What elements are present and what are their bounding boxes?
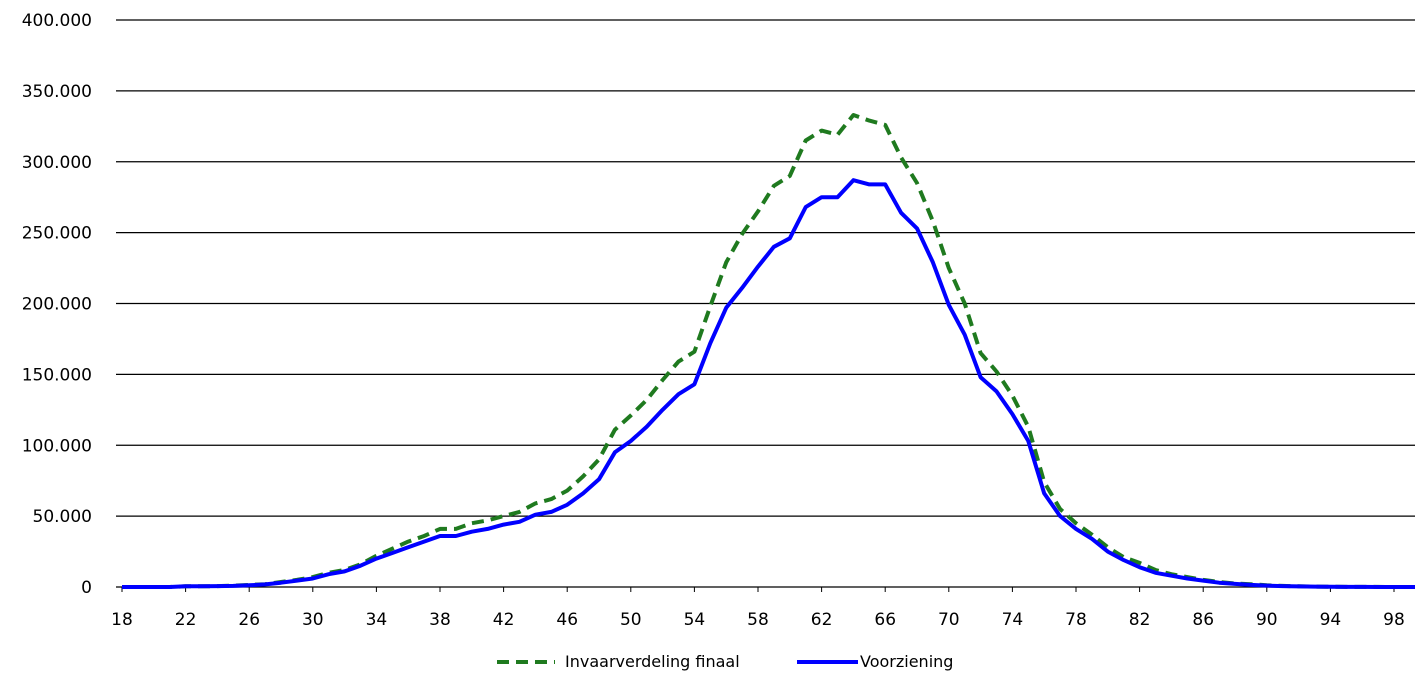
- y-tick-label: 100.000: [22, 436, 92, 456]
- gridlines: [116, 19, 1415, 588]
- x-tick-label: 74: [1002, 610, 1024, 630]
- legend-label-voorziening: Voorziening: [860, 652, 953, 671]
- x-tick-label: 30: [302, 610, 324, 630]
- y-axis-tick-labels: 0 50.000 100.000 150.000 200.000 250.000 300.0…: [22, 11, 92, 598]
- x-tick-label: 38: [429, 610, 451, 630]
- y-tick-label: 150.000: [22, 365, 92, 385]
- legend-label-invaarverdeling: Invaarverdeling finaal: [565, 652, 740, 671]
- x-tick-label: 86: [1192, 610, 1214, 630]
- x-tick-label: 94: [1320, 610, 1342, 630]
- x-tick-label: 98: [1383, 610, 1405, 630]
- x-tick-label: 26: [238, 610, 260, 630]
- y-tick-label: 200.000: [22, 295, 92, 315]
- y-tick-label: 0: [81, 578, 92, 598]
- x-tick-label: 46: [556, 610, 578, 630]
- y-tick-label: 50.000: [33, 507, 92, 527]
- series-line-voorziening: [122, 178, 1415, 589]
- x-tick-label: 42: [493, 610, 515, 630]
- y-tick-label: 250.000: [22, 224, 92, 244]
- y-tick-label: 350.000: [22, 82, 92, 102]
- x-tick-label: 54: [684, 610, 706, 630]
- legend: Invaarverdeling finaal Voorziening: [497, 652, 953, 671]
- series-lines: [122, 113, 1415, 589]
- x-tick-label: 62: [811, 610, 833, 630]
- x-tick-label: 66: [874, 610, 896, 630]
- y-tick-label: 300.000: [22, 153, 92, 173]
- x-tick-label: 18: [111, 610, 133, 630]
- x-tick-label: 22: [175, 610, 197, 630]
- x-tick-label: 90: [1256, 610, 1278, 630]
- x-tick-label: 70: [938, 610, 960, 630]
- y-tick-label: 400.000: [22, 11, 92, 31]
- x-tick-label: 58: [747, 610, 769, 630]
- x-tick-label: 34: [366, 610, 388, 630]
- x-tick-label: 50: [620, 610, 642, 630]
- x-axis-tick-labels: 18 22 26 30 34 38 42 46 50 54 58 62 66 70 74 78 82 86 90 94…: [111, 587, 1405, 630]
- x-tick-label: 78: [1065, 610, 1087, 630]
- x-tick-label: 82: [1129, 610, 1151, 630]
